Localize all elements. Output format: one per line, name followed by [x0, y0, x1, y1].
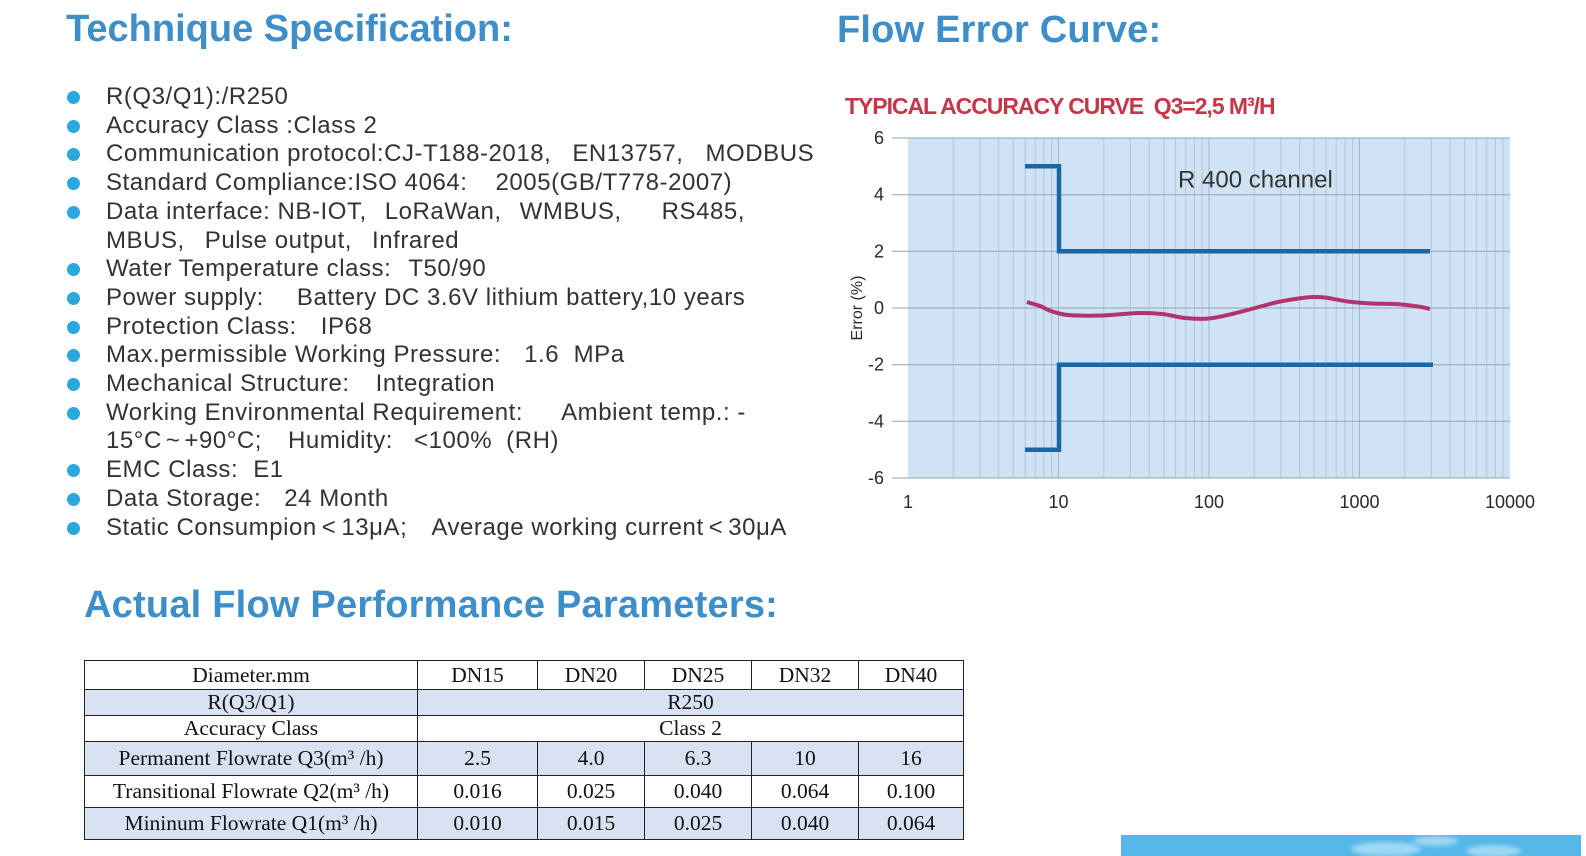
svg-text:2: 2: [874, 241, 884, 261]
svg-text:100: 100: [1194, 492, 1224, 512]
svg-text:Error (%): Error (%): [849, 276, 866, 341]
svg-text:-2: -2: [868, 355, 884, 375]
svg-text:0: 0: [874, 298, 884, 318]
svg-text:4: 4: [874, 185, 884, 205]
svg-text:1000: 1000: [1339, 492, 1379, 512]
svg-text:1: 1: [903, 492, 913, 512]
svg-text:10000: 10000: [1485, 492, 1535, 512]
svg-text:R 400 channel: R 400 channel: [1178, 167, 1333, 194]
svg-text:-4: -4: [868, 411, 884, 431]
svg-text:10: 10: [1048, 492, 1068, 512]
svg-text:6: 6: [874, 128, 884, 148]
svg-text:-6: -6: [868, 468, 884, 488]
